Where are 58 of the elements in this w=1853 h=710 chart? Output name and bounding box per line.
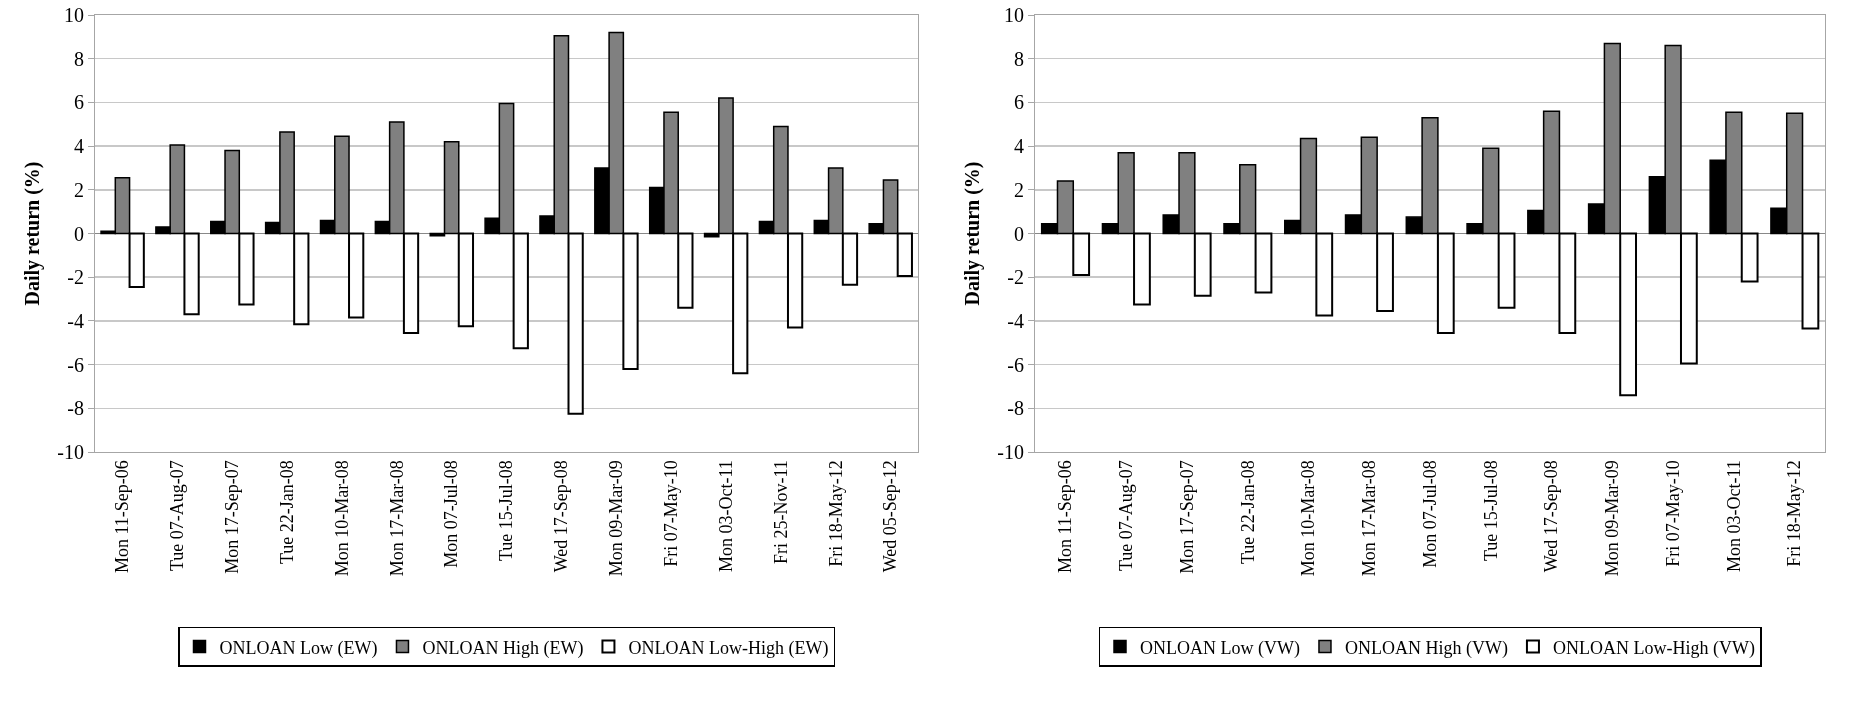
x-tick-label: Mon 11-Sep-06 (1055, 460, 1076, 574)
y-tick-label: -2 (67, 266, 84, 289)
y-tick-label: -4 (1007, 309, 1024, 332)
y-tick-label: -6 (1007, 353, 1024, 376)
legend-label: ONLOAN Low-High (VW) (1552, 637, 1755, 659)
y-tick-label: 4 (74, 135, 84, 158)
x-tick-label: Fri 18-May-12 (825, 460, 846, 567)
x-tick-label: Tue 15-Jul-08 (1480, 460, 1501, 562)
legend-label: ONLOAN Low (VW) (1140, 637, 1300, 659)
x-tick-label: Tue 15-Jul-08 (496, 460, 517, 562)
x-tick-label: Mon 17-Mar-08 (386, 460, 407, 577)
y-tick-label: 8 (1014, 47, 1024, 70)
x-tick-label: Wed 05-Sep-12 (880, 460, 901, 573)
y-axis-title: Daily return (%) (960, 161, 984, 306)
y-axis-title: Daily return (%) (20, 161, 44, 306)
x-tick-label: Tue 07-Aug-07 (167, 460, 188, 572)
y-tick-label: 10 (64, 4, 84, 26)
x-tick-label: Mon 11-Sep-06 (112, 460, 133, 574)
x-tick-label: Mon 03-Oct-11 (715, 460, 736, 573)
y-tick-label: 10 (1004, 4, 1024, 26)
x-tick-label: Fri 25-Nov-11 (770, 460, 791, 565)
y-tick-label: 2 (1014, 178, 1024, 201)
y-tick-label: -8 (67, 397, 84, 420)
y-tick-label: -2 (1007, 266, 1024, 289)
x-tick-label: Mon 09-Mar-09 (606, 460, 627, 577)
x-tick-label: Tue 22-Jan-08 (1237, 460, 1258, 565)
y-tick-label: 6 (1014, 91, 1024, 114)
x-tick-label: Mon 09-Mar-09 (1602, 460, 1623, 577)
x-tick-label: Tue 22-Jan-08 (276, 460, 297, 565)
y-tick-label: 2 (74, 178, 84, 201)
x-tick-label: Mon 07-Jul-08 (1419, 460, 1440, 568)
y-tick-label: 6 (74, 91, 84, 114)
x-tick-label: Fri 07-May-10 (660, 460, 681, 567)
x-tick-label: Tue 07-Aug-07 (1116, 460, 1136, 572)
x-tick-label: Wed 17-Sep-08 (1541, 460, 1562, 573)
legend-label: ONLOAN Low (EW) (219, 637, 378, 659)
x-tick-label: Mon 17-Sep-07 (1176, 460, 1197, 574)
x-tick-label: Mon 03-Oct-11 (1723, 460, 1744, 573)
y-tick-label: 0 (1014, 222, 1024, 245)
x-tick-label: Wed 17-Sep-08 (551, 460, 572, 573)
y-tick-label: 8 (74, 47, 84, 70)
x-tick-label: Mon 17-Mar-08 (1359, 460, 1380, 577)
y-tick-label: -8 (1007, 397, 1024, 420)
x-tick-label: Mon 17-Sep-07 (222, 460, 243, 574)
legend-label: ONLOAN High (VW) (1344, 637, 1508, 659)
x-tick-label: Fri 18-May-12 (1784, 460, 1805, 567)
y-tick-label: -4 (67, 309, 84, 332)
y-tick-label: -10 (997, 441, 1024, 463)
y-tick-label: 0 (74, 222, 84, 245)
legend-label: ONLOAN Low-High (EW) (628, 637, 829, 659)
legend-label: ONLOAN High (EW) (422, 637, 584, 659)
x-tick-label: Mon 10-Mar-08 (331, 460, 352, 577)
x-tick-label: Mon 10-Mar-08 (1298, 460, 1319, 577)
y-tick-label: -10 (57, 441, 84, 463)
y-tick-label: 4 (1014, 135, 1024, 158)
x-tick-label: Mon 07-Jul-08 (441, 460, 462, 568)
y-tick-label: -6 (67, 353, 84, 376)
x-tick-label: Fri 07-May-10 (1662, 460, 1683, 567)
